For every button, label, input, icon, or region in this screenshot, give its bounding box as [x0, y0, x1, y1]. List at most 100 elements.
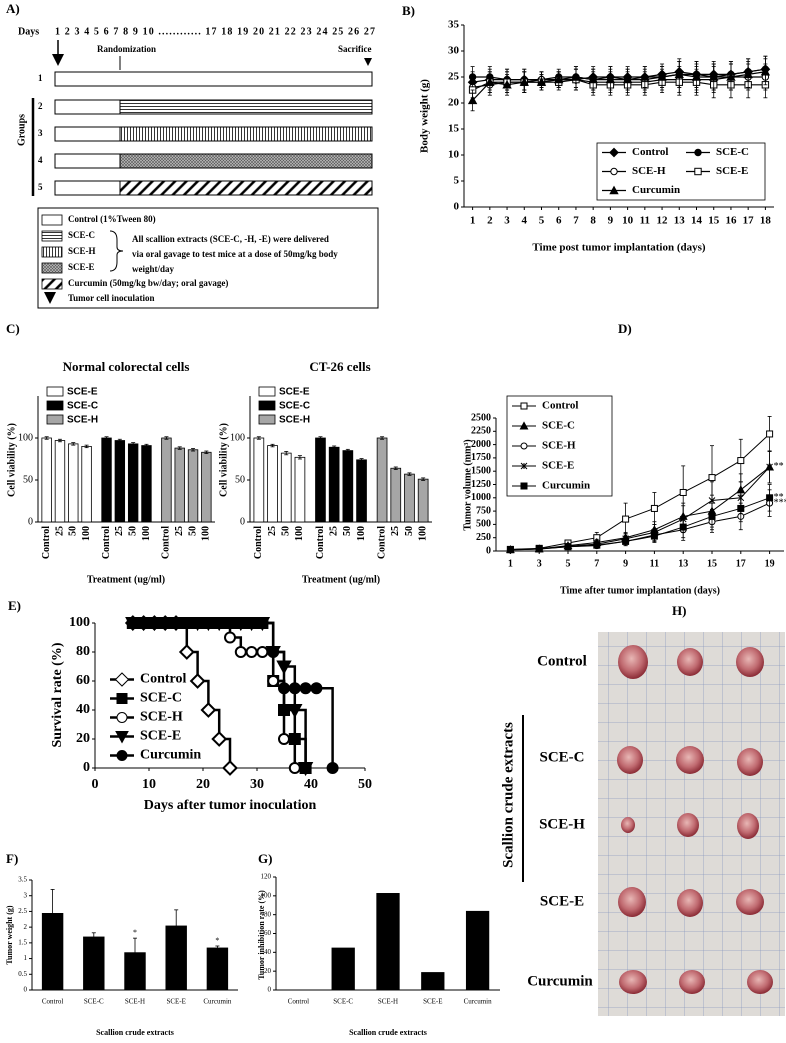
- tumor: [677, 813, 699, 837]
- tumor: [736, 889, 764, 915]
- y-tick-label: 0: [486, 545, 491, 556]
- y-tick-label: 1.5: [18, 938, 27, 946]
- bar: [331, 947, 355, 990]
- x-tick-label: Control: [376, 526, 387, 559]
- bar: [376, 437, 388, 523]
- legend-text: Curcumin (50mg/kg bw/day; oral gavage): [68, 278, 228, 288]
- legend-label: SCE-H: [542, 440, 576, 452]
- significance: ***: [774, 497, 786, 508]
- y-tick-label: 100: [230, 432, 245, 443]
- x-tick-label: 50: [68, 526, 79, 536]
- x-tick-label: 5: [566, 558, 571, 569]
- legend-label: Control: [140, 672, 187, 687]
- marker: [520, 482, 528, 490]
- marker: [211, 731, 228, 747]
- tumor: [737, 813, 759, 839]
- x-tick-label: Curcumin: [203, 998, 231, 1006]
- marker: [222, 760, 238, 776]
- legend-label: Curcumin: [140, 748, 201, 763]
- x-tick-label: 100: [141, 526, 152, 541]
- sacrifice: Sacrifice: [338, 44, 371, 54]
- group-bar: [119, 99, 373, 115]
- tumor: [677, 889, 703, 917]
- schedule-panel: A) Days 1 2 3 4 5 6 7 8 9 10 ...........…: [6, 1, 379, 309]
- group-bar: [119, 126, 373, 142]
- x-tick-label: 50: [358, 777, 372, 792]
- x-tick-label: 16: [725, 214, 737, 226]
- group-bar: [119, 180, 373, 196]
- y-tick-label: 0: [83, 760, 90, 775]
- legend-label: SCE-C: [67, 401, 98, 412]
- panel-label: F): [6, 851, 18, 866]
- legend-swatch: [41, 278, 63, 290]
- y-axis-label: Survival rate (%): [50, 642, 65, 747]
- bar: [390, 467, 402, 523]
- x-tick-label: 9: [608, 214, 614, 226]
- y-tick-label: 1: [24, 954, 28, 962]
- marker: [115, 731, 129, 744]
- legend-swatch: [41, 230, 63, 242]
- tumor: [736, 647, 764, 677]
- note: All scallion extracts (SCE-C, -H, -E) we…: [132, 234, 329, 244]
- group-bar: [54, 126, 121, 142]
- y-tick-label: 0: [268, 986, 272, 994]
- x-tick-label: SCE-C: [84, 998, 104, 1006]
- bar: [101, 437, 112, 523]
- y-tick-label: 100: [69, 615, 90, 630]
- chart-title: Normal colorectal cells: [63, 359, 190, 374]
- x-tick-label: 10: [622, 214, 634, 226]
- bar: [328, 446, 340, 523]
- marker: [609, 147, 619, 158]
- row-label: SCE-C: [539, 749, 584, 765]
- legend-swatch: [46, 414, 64, 425]
- marker: [234, 617, 247, 629]
- marker: [310, 682, 323, 695]
- y-tick-label: 15: [448, 123, 460, 135]
- tumor: [676, 746, 704, 774]
- tumor: [618, 645, 648, 679]
- y-axis-label: Cell viability (%): [6, 423, 17, 497]
- marker: [116, 712, 128, 723]
- y-tick-label: 10: [448, 149, 460, 161]
- photo-panel: H) Control SCE-C SCE-H SCE-E Curcumin Sc…: [500, 603, 785, 1016]
- x-tick-label: 11: [650, 558, 659, 569]
- bar: [294, 456, 306, 523]
- panel-label: C): [6, 321, 20, 336]
- legend-text: SCE-C: [68, 230, 95, 240]
- y-tick-label: 120: [261, 873, 272, 881]
- x-tick-label: 25: [114, 526, 125, 536]
- group-number: 3: [38, 128, 43, 138]
- y-tick-label: 1250: [471, 479, 491, 490]
- legend-label: SCE-H: [67, 415, 98, 426]
- y-tick-label: 2000: [471, 439, 491, 450]
- bar: [165, 925, 187, 990]
- legend-label: SCE-C: [279, 401, 310, 412]
- x-tick-label: 100: [356, 526, 367, 541]
- x-tick-label: 5: [539, 214, 545, 226]
- panel-label: E): [8, 598, 21, 613]
- x-tick-label: Control: [288, 998, 309, 1006]
- x-tick-label: 13: [674, 214, 686, 226]
- marker: [297, 762, 314, 777]
- bar: [41, 437, 52, 523]
- y-axis-label: Tumor weight (g): [5, 905, 14, 964]
- bar: [280, 452, 292, 523]
- x-tick-label: 2: [487, 214, 493, 226]
- marker: [726, 72, 736, 81]
- marker: [191, 617, 204, 629]
- legend-label: SCE-C: [542, 420, 575, 432]
- x-tick-label: 10: [142, 777, 156, 792]
- x-tick-label: 13: [678, 558, 688, 569]
- bar: [68, 443, 79, 523]
- legend-swatch: [258, 400, 276, 411]
- marker: [535, 545, 543, 553]
- y-tick-label: 25: [448, 71, 460, 83]
- x-tick-label: 7: [573, 214, 579, 226]
- x-tick-label: 1: [470, 214, 476, 226]
- tumor: [617, 746, 643, 774]
- y-tick-label: 2500: [471, 412, 491, 423]
- arrow-head: [52, 54, 64, 66]
- y-tick-label: 5: [454, 175, 460, 187]
- marker: [708, 512, 716, 520]
